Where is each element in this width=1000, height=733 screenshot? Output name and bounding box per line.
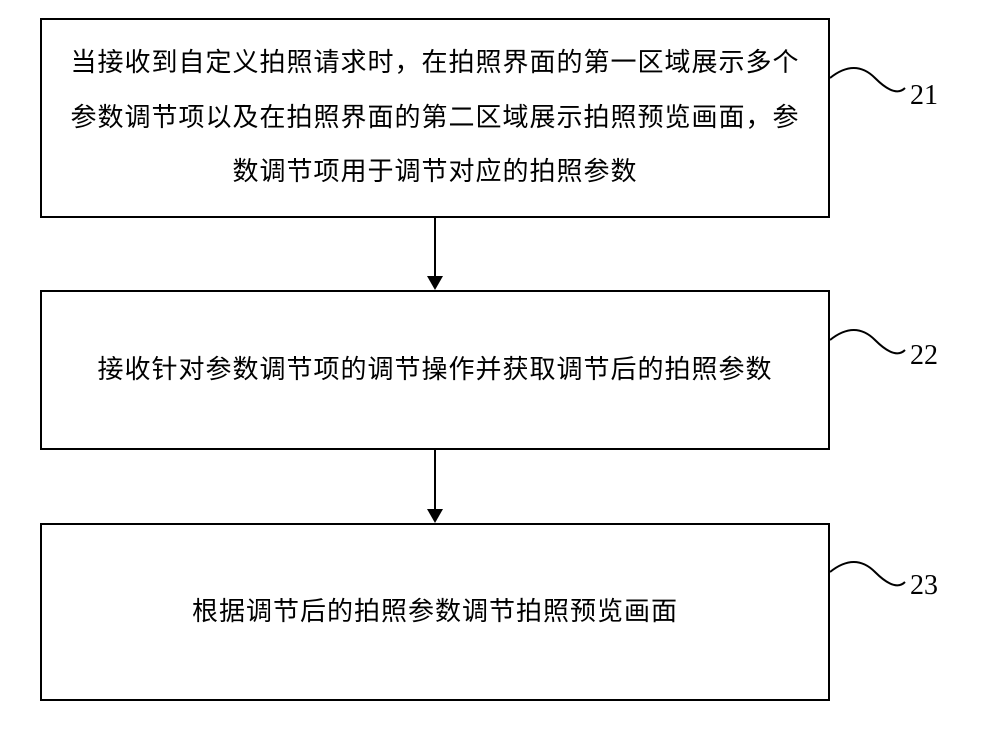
flowchart-canvas: 当接收到自定义拍照请求时，在拍照界面的第一区域展示多个参数调节项以及在拍照界面的… (0, 0, 1000, 733)
flow-step-3: 根据调节后的拍照参数调节拍照预览画面 (40, 523, 830, 701)
flow-step-1-label: 21 (910, 80, 938, 112)
flow-step-1-text: 当接收到自定义拍照请求时，在拍照界面的第一区域展示多个参数调节项以及在拍照界面的… (70, 36, 800, 200)
flow-step-2-label: 22 (910, 340, 938, 372)
flow-step-1: 当接收到自定义拍照请求时，在拍照界面的第一区域展示多个参数调节项以及在拍照界面的… (40, 18, 830, 218)
flow-step-3-label: 23 (910, 570, 938, 602)
flow-step-2-text: 接收针对参数调节项的调节操作并获取调节后的拍照参数 (97, 343, 772, 398)
flow-step-3-text: 根据调节后的拍照参数调节拍照预览画面 (192, 585, 678, 640)
flow-step-2: 接收针对参数调节项的调节操作并获取调节后的拍照参数 (40, 290, 830, 450)
